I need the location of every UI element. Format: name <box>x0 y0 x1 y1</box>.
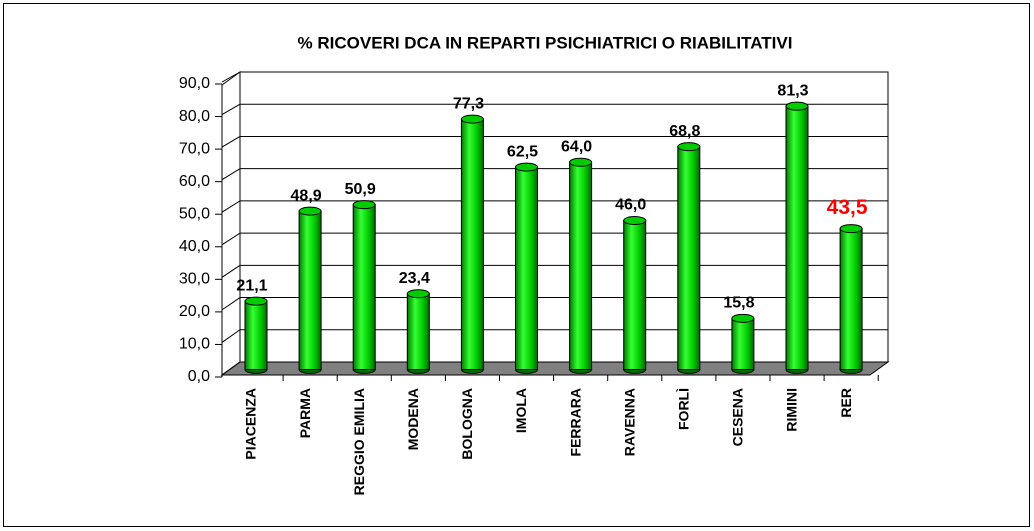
bar-top <box>623 216 647 226</box>
bar <box>244 300 268 371</box>
bar <box>785 105 809 370</box>
x-tick-label: PIACENZA <box>243 388 259 460</box>
bar-top <box>406 289 430 299</box>
grid-line <box>221 103 241 115</box>
value-label: 23,4 <box>399 270 430 287</box>
bar <box>677 146 701 370</box>
x-tick-label: CESENA <box>730 388 746 446</box>
grid-line <box>221 232 241 246</box>
y-tick-label: 60,0 <box>179 173 210 190</box>
x-tick-label: FERRARA <box>567 388 583 456</box>
x-tick-label: RER <box>838 388 854 418</box>
bar <box>569 161 593 370</box>
bar-top <box>569 157 593 167</box>
bar <box>731 317 755 371</box>
grid-line <box>221 168 241 181</box>
bar <box>839 228 863 370</box>
value-label: 15,8 <box>723 295 754 312</box>
value-label: 50,9 <box>345 181 376 198</box>
x-tick-label: RIMINI <box>784 388 800 432</box>
bar-top <box>677 142 701 152</box>
x-tick-label: REGGIO EMILIA <box>351 388 367 495</box>
value-label: 43,5 <box>827 196 868 219</box>
chart-title: % RICOVERI DCA IN REPARTI PSICHIATRICI O… <box>298 33 793 52</box>
y-tick-label: 10,0 <box>179 336 210 353</box>
value-label: 46,0 <box>615 197 646 214</box>
side-wall <box>221 71 241 376</box>
grid-line <box>221 264 241 278</box>
bar <box>352 204 376 370</box>
bar <box>298 210 322 370</box>
value-label: 62,5 <box>507 143 538 160</box>
y-tick-label: 90,0 <box>179 75 210 92</box>
y-tick-label: 70,0 <box>179 140 210 157</box>
x-tick-label: IMOLA <box>513 388 529 433</box>
grid-line <box>221 297 241 311</box>
y-tick-label: 0,0 <box>188 368 210 385</box>
bar <box>623 220 647 370</box>
x-tick-label: RAVENNA <box>621 388 637 456</box>
grid-line <box>221 200 241 213</box>
bar-top <box>785 101 809 111</box>
value-label: 21,1 <box>236 277 267 294</box>
bar-top <box>244 296 268 306</box>
bar-top <box>352 200 376 210</box>
value-label: 81,3 <box>777 82 808 99</box>
bar-top <box>731 313 755 323</box>
bar <box>460 118 484 370</box>
grid-line <box>221 71 241 83</box>
bar <box>515 166 538 370</box>
grid-line <box>221 329 241 343</box>
x-tick-label: MODENA <box>405 388 421 450</box>
y-tick-label: 80,0 <box>179 108 210 125</box>
value-label: 48,9 <box>291 187 322 204</box>
y-tick-label: 50,0 <box>179 205 210 222</box>
bar-top <box>298 206 322 216</box>
y-tick-label: 40,0 <box>179 238 210 255</box>
x-tick-label: FORLÌ <box>676 388 692 430</box>
bar-top <box>460 114 484 124</box>
value-label: 77,3 <box>453 95 484 112</box>
x-tick-label: BOLOGNA <box>459 388 475 460</box>
y-tick-label: 20,0 <box>179 303 210 320</box>
y-tick-label: 30,0 <box>179 271 210 288</box>
bar-top <box>839 224 863 234</box>
bar <box>406 293 430 370</box>
value-label: 64,0 <box>561 138 592 155</box>
grid-line <box>221 136 241 148</box>
x-tick-label: PARMA <box>297 388 313 438</box>
bar-top <box>515 162 538 172</box>
value-label: 68,8 <box>669 123 700 140</box>
grid-line <box>221 361 241 376</box>
